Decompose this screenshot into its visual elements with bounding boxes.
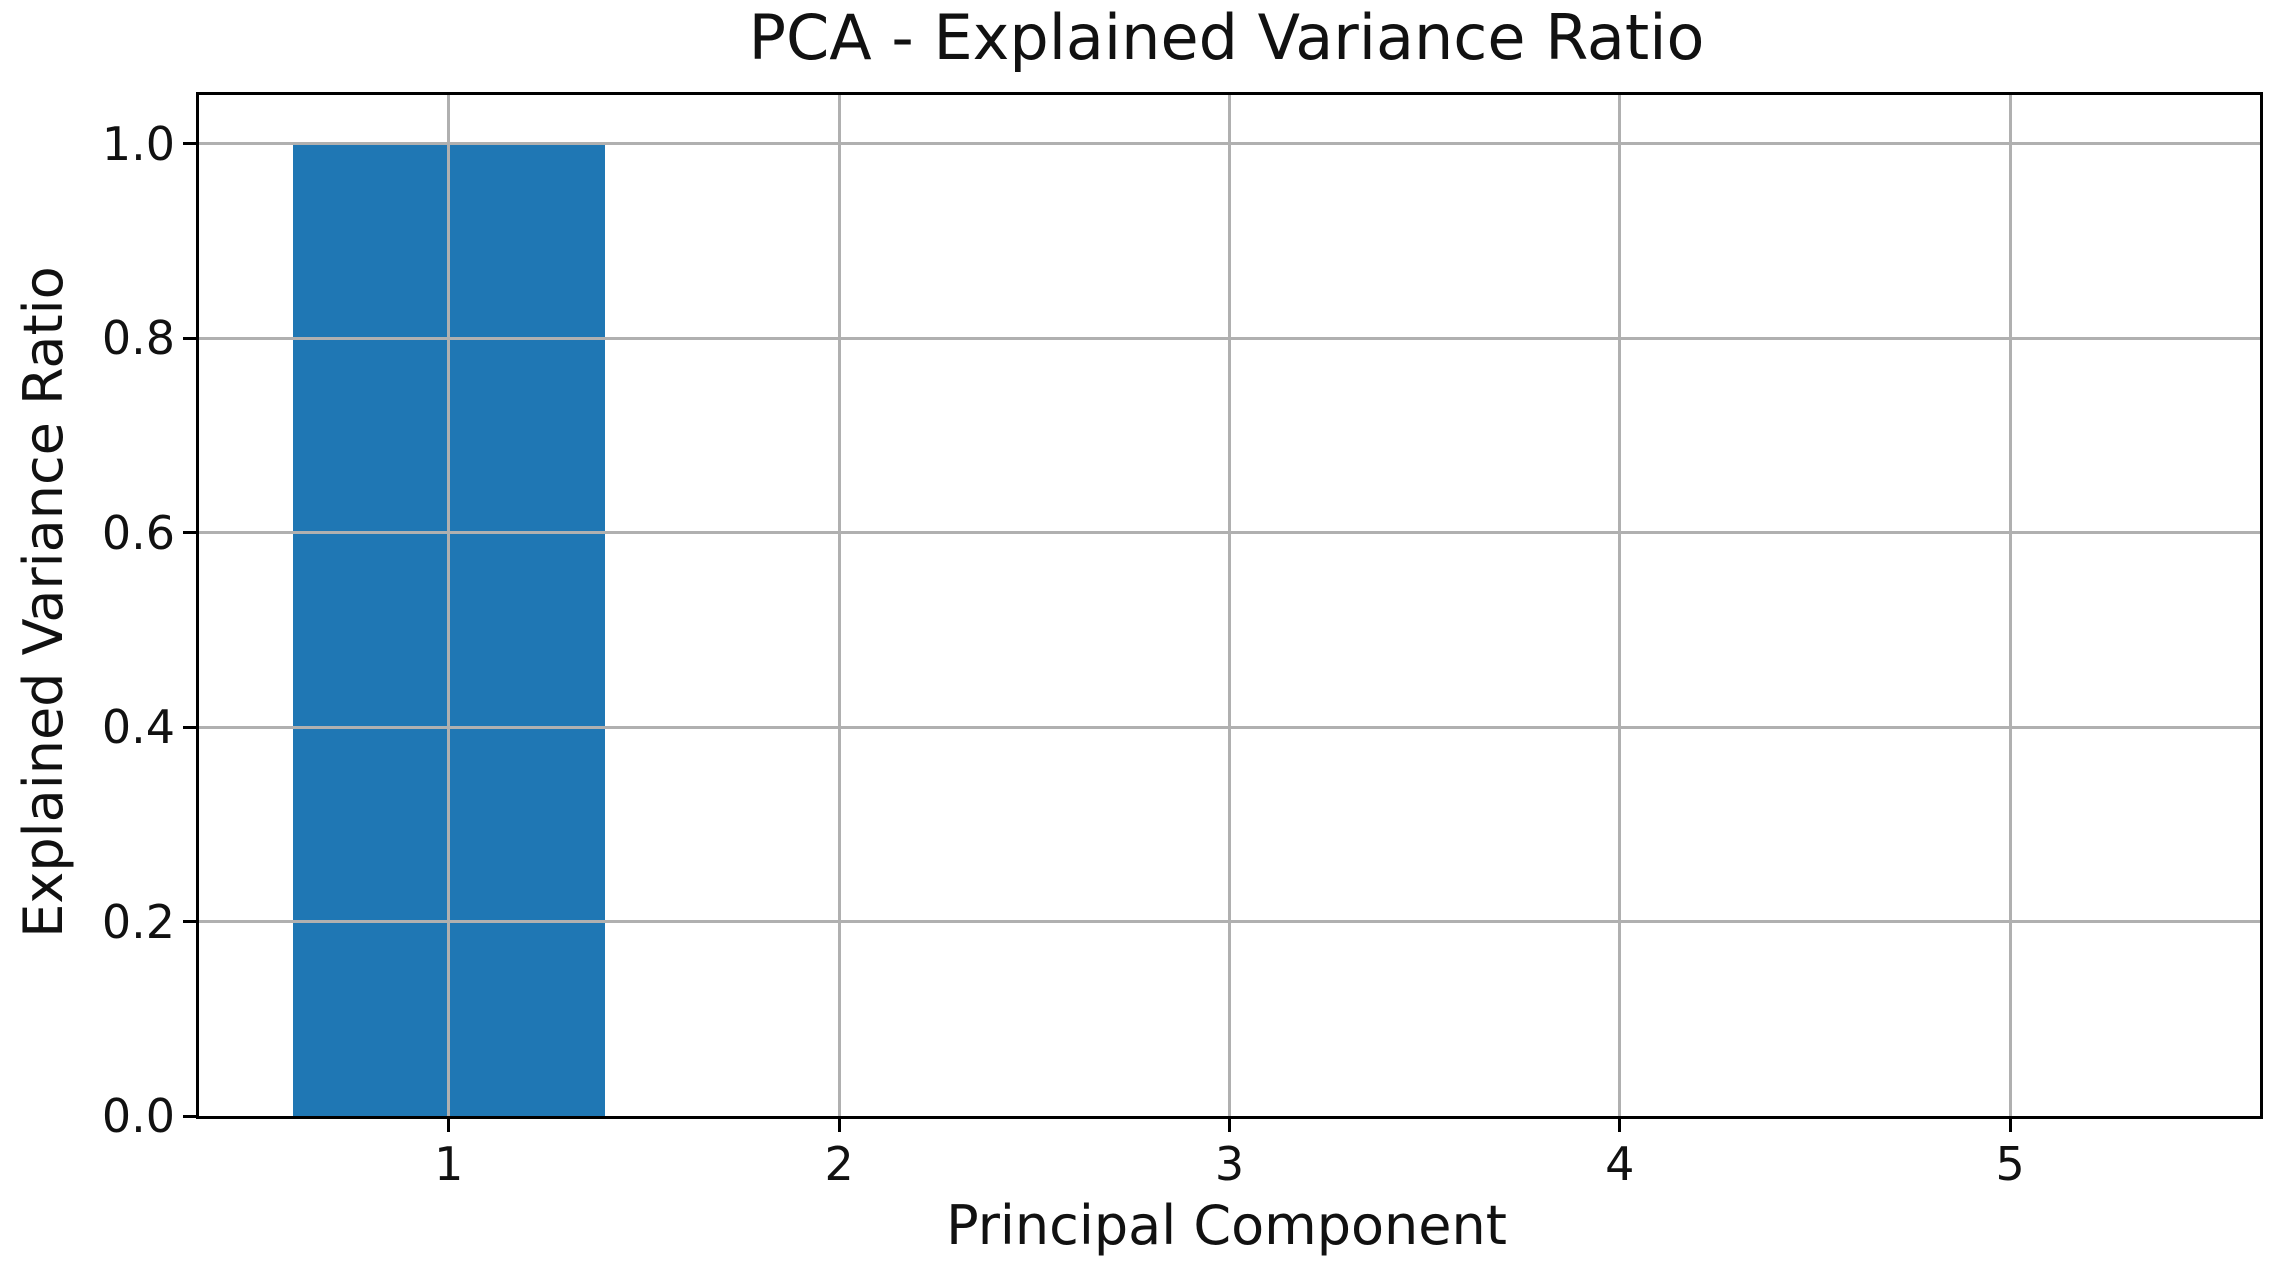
gridline-x-3 [1228,95,1231,1116]
x-tick-label-1: 1 [434,1137,464,1191]
y-axis-label: Explained Variance Ratio [12,266,75,938]
x-tick-mark-5 [2008,1119,2012,1132]
gridline-x-2 [837,95,841,1116]
y-tick-label-1.0: 1.0 [101,116,175,171]
y-tick-label-0.2: 0.2 [101,894,175,949]
x-tick-label-2: 2 [824,1137,854,1191]
y-tick-label-0.0: 0.0 [101,1089,175,1143]
x-tick-label-5: 5 [1995,1137,2025,1191]
y-tick-mark-0.8 [183,336,196,340]
y-tick-label-0.8: 0.8 [101,311,175,366]
gridline-x-5 [2008,95,2012,1116]
y-tick-mark-0.4 [183,725,196,729]
x-tick-mark-4 [1618,1119,1622,1132]
chart-title: PCA - Explained Variance Ratio [748,1,1705,74]
y-tick-mark-1.0 [183,142,196,146]
y-tick-label-0.4: 0.4 [101,700,175,754]
gridline-x-1 [447,95,451,1116]
x-tick-mark-2 [837,1119,841,1132]
x-tick-label-4: 4 [1605,1137,1635,1191]
y-tick-mark-0.2 [183,920,196,923]
y-tick-mark-0.6 [183,531,196,535]
x-axis-label: Principal Component [946,1194,1507,1257]
x-tick-mark-3 [1228,1119,1231,1132]
y-tick-mark-0.0 [183,1114,196,1118]
x-tick-label-3: 3 [1214,1137,1245,1191]
y-tick-label-0.6: 0.6 [101,505,175,560]
gridline-x-4 [1618,95,1622,1116]
x-tick-mark-1 [447,1119,451,1132]
plot-area: 0.0 0.2 0.4 0.6 0.8 1.0 1 2 3 4 5 [102,92,2263,1188]
